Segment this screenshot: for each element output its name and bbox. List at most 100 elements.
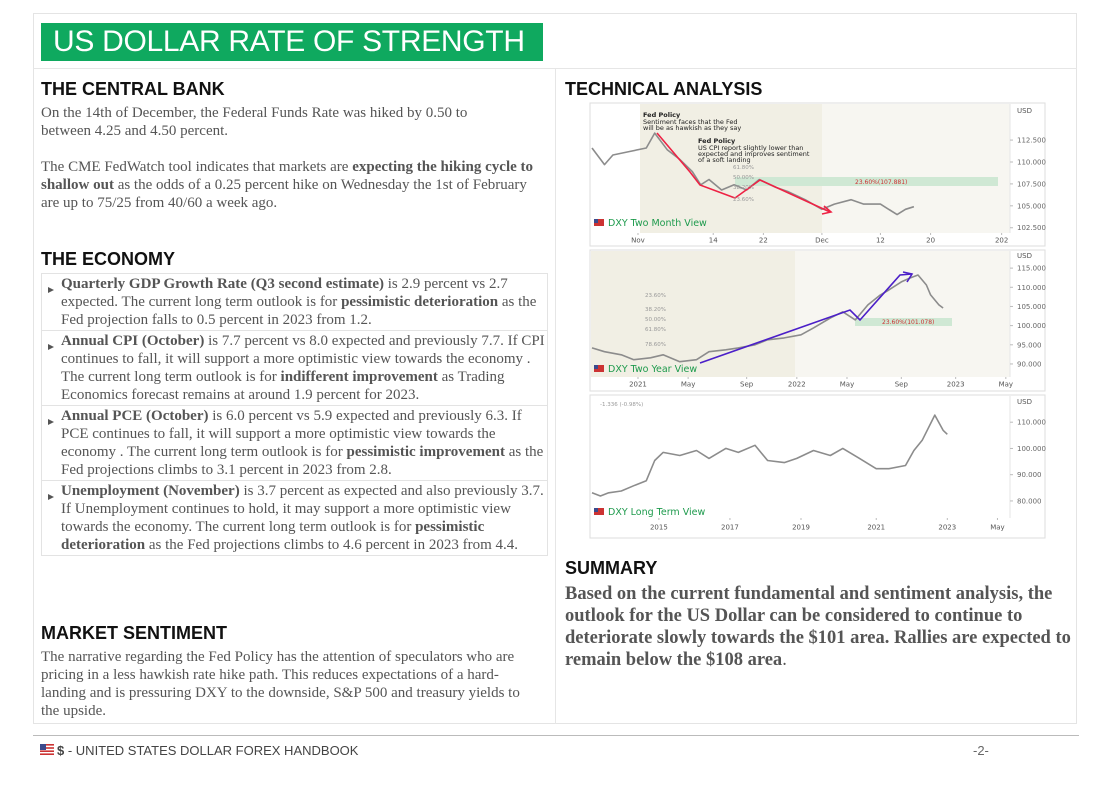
text-run: $ [57,743,65,758]
text-run: On the 14th of December, the Federal Fun… [41,105,468,139]
annotation: of a soft landing [698,156,751,164]
x-tick-label: Sep [740,381,754,389]
fib-label: 50.00% [645,317,666,323]
summary-text: Based on the current fundamental and sen… [565,583,1075,671]
y-tick-label: 110.000 [1017,158,1046,166]
x-tick-label: 2021 [867,524,885,532]
list-item: Quarterly GDP Growth Rate (Q3 second est… [42,274,547,330]
list-item: Annual PCE (October) is 6.0 percent vs 5… [42,405,547,480]
text-run: is 3.7 percent as expected and also prev… [61,483,544,535]
fib-label: 23.60%(101.078) [882,319,934,326]
x-tick-label: Sep [895,381,909,389]
paragraph: On the 14th of December, the Federal Fun… [41,104,521,140]
text-run: Based on the current fundamental and sen… [565,584,1071,670]
arrowhead [821,205,833,215]
fib-label: 23.60% [733,197,754,203]
fib-zone [735,177,998,186]
shade [795,251,1010,377]
section-heading: MARKET SENTIMENT [41,623,227,643]
shade [591,251,795,377]
fib-label: 50.00% [733,175,754,181]
page-title: US DOLLAR RATE OF STRENGTH [41,23,543,61]
axis-label: USD [1017,107,1032,115]
annotation: Sentiment faces that the Fed [643,118,737,126]
fib-label: 61.80% [645,327,666,333]
text-run: Annual PCE (October) [61,408,209,424]
text-run: is 2.9 percent vs 2.7 expected. The curr… [61,276,508,310]
price-line [591,414,948,497]
x-tick-label: 2019 [792,524,810,532]
list-item: Annual CPI (October) is 7.7 percent vs 8… [42,330,547,405]
x-tick-label: 2017 [721,524,739,532]
x-tick-label: 2023 [938,524,956,532]
text-run: The CME FedWatch tool indicates that mar… [41,159,353,175]
chart-title: DXY Long Term View [608,507,705,518]
section-heading: SUMMARY [565,558,658,578]
footer-text: $ - UNITED STATES DOLLAR FOREX HANDBOOK [57,743,358,758]
y-tick-label: 90.000 [1017,471,1042,479]
y-tick-label: 95.000 [1017,341,1042,349]
y-tick-label: 102.500 [1017,224,1046,232]
chart-title: DXY Two Year View [608,364,697,375]
flag-icon [594,365,604,372]
text-run: Annual CPI (October) [61,333,205,349]
arrows [656,132,914,364]
annotation: Fed Policy [698,137,736,145]
flag-icon [594,219,604,226]
paragraph: The CME FedWatch tool indicates that mar… [41,158,536,212]
panel [589,394,1046,539]
fib-label: 78.60% [645,342,666,348]
chart-title: DXY Two Month View [608,218,707,229]
y-tick-label: 90.000 [1017,360,1042,368]
fib-label: 23.60%(107.881) [855,179,907,186]
y-tick-label: 115.000 [1017,265,1046,273]
price-line [591,132,915,216]
flag-icon [40,744,54,755]
x-tick-label: 2023 [947,381,965,389]
y-tick-label: 105.000 [1017,303,1046,311]
annotation: US CPI report slightly lower than [698,144,803,152]
text-run: pessimistic improvement [346,444,505,460]
text-run: Quarterly GDP Growth Rate (Q3 second est… [61,276,384,292]
y-tick-label: 110.000 [1017,284,1046,292]
arrowhead [902,271,914,283]
arrow [734,179,831,213]
fib-label: 23.60% [645,293,666,299]
series-layer [591,132,948,497]
section-heading: TECHNICAL ANALYSIS [565,79,763,99]
axis-label: USD [1017,252,1032,260]
text-run: expecting the hiking cycle to shallow ou… [41,159,534,193]
annotation: will be as hawkish as they say [643,124,741,132]
list-item: Unemployment (November) is 3.7 percent a… [42,480,547,555]
y-tick-label: 107.500 [1017,180,1046,188]
divider [555,68,556,724]
annotation: expected and improves sentiment [698,150,810,158]
annotation: -1.336 (-0.98%) [600,402,643,408]
y-tick-label: 105.000 [1017,202,1046,210]
text-run: . [782,650,787,670]
shade [822,104,1010,233]
y-tick-label: 112.500 [1017,137,1046,145]
fib-label: 38.20% [645,307,666,313]
text-run: The narrative regarding the Fed Policy h… [41,649,520,719]
footer-rule [33,735,1079,736]
x-tick-label: 2021 [629,381,647,389]
x-tick-label: May [681,381,695,389]
fib-label: 61.80% [733,165,754,171]
x-tick-label: Dec [815,237,829,245]
y-tick-label: 100.000 [1017,445,1046,453]
x-tick-label: 2022 [788,381,806,389]
section-heading: THE ECONOMY [41,249,176,269]
paragraph: The narrative regarding the Fed Policy h… [41,648,541,720]
text-run: as Trading Economics forecast remains at… [61,369,505,403]
x-tick-label: 14 [709,237,718,245]
economy-list: Quarterly GDP Growth Rate (Q3 second est… [41,273,548,556]
arrow [699,273,913,364]
y-tick-label: 100.000 [1017,322,1046,330]
x-tick-label: May [840,381,854,389]
fib-label: 38.20% [733,185,754,191]
axis-label: USD [1017,398,1032,406]
shade [640,104,822,233]
y-tick-label: 80.000 [1017,497,1042,505]
